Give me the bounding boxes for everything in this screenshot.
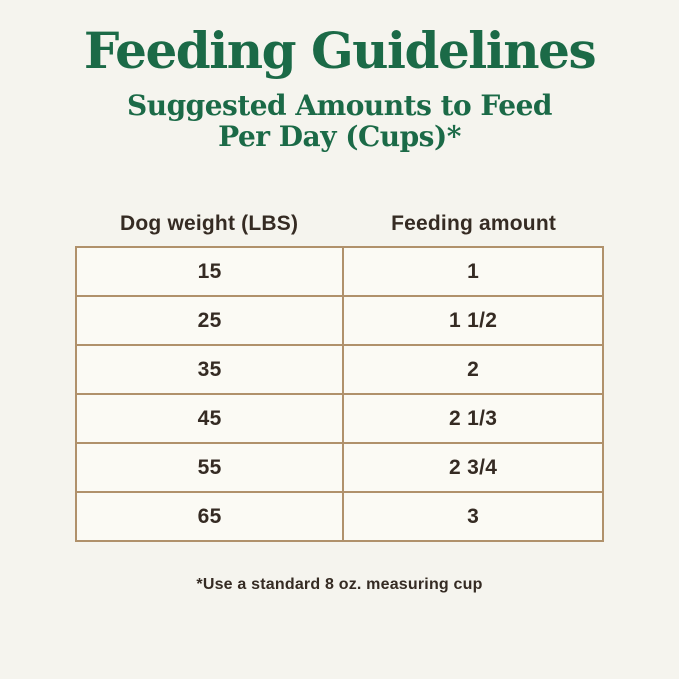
feeding-table: 15 1 25 1 1/2 35 2 45 2 1/3 55 2 3/4: [74, 246, 604, 543]
cell-amount: 1: [342, 246, 604, 298]
table-row: 55 2 3/4: [74, 442, 604, 494]
cell-weight: 35: [74, 344, 345, 396]
table-section: Dog weight (LBS) Feeding amount 15 1 25 …: [74, 212, 604, 594]
cell-amount: 1 1/2: [342, 295, 604, 347]
cell-weight: 55: [74, 442, 345, 494]
subtitle-line-1: Suggested Amounts to Feed: [127, 88, 553, 122]
table-row: 25 1 1/2: [74, 295, 604, 347]
cell-amount: 3: [342, 491, 604, 543]
cell-weight: 45: [74, 393, 345, 445]
table-column-headers: Dog weight (LBS) Feeding amount: [75, 212, 604, 246]
subtitle-line-2: Per Day (Cups)*: [218, 119, 461, 153]
table-row: 45 2 1/3: [74, 393, 604, 445]
measuring-cup-footnote: *Use a standard 8 oz. measuring cup: [196, 576, 483, 594]
table-row: 65 3: [74, 491, 604, 543]
page-title: Feeding Guidelines: [83, 21, 597, 80]
cell-amount: 2 3/4: [342, 442, 604, 494]
cell-weight: 15: [74, 246, 345, 298]
column-header-feeding-amount: Feeding amount: [391, 212, 557, 236]
cell-amount: 2: [342, 344, 604, 396]
cell-amount: 2 1/3: [342, 393, 604, 445]
table-row: 35 2: [74, 344, 604, 396]
page-subtitle: Suggested Amounts to Feed Per Day (Cups)…: [0, 88, 679, 153]
cell-weight: 65: [74, 491, 345, 543]
cell-weight: 25: [74, 295, 345, 347]
table-row: 15 1: [74, 246, 604, 298]
column-header-dog-weight: Dog weight (LBS): [120, 212, 299, 236]
